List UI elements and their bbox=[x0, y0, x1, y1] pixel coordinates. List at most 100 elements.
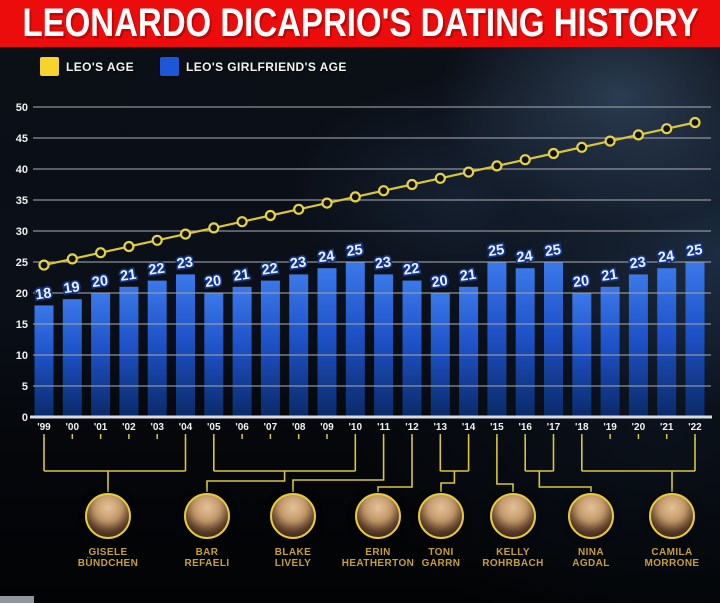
bracket-toni bbox=[439, 438, 470, 492]
leo-age-point bbox=[632, 129, 645, 141]
leo-age-point bbox=[463, 166, 475, 178]
year-label: '21 bbox=[660, 422, 674, 433]
bar-value-label: 23 bbox=[629, 254, 647, 272]
bar-value-label: 25 bbox=[544, 242, 562, 260]
legend-item-leo-age: LEO'S AGE bbox=[40, 57, 134, 76]
leo-age-point bbox=[66, 253, 78, 265]
leo-age-points bbox=[38, 116, 701, 271]
y-axis-tick-label: 25 bbox=[16, 257, 28, 269]
leo-age-point bbox=[519, 154, 531, 166]
bar-value-label: 22 bbox=[148, 261, 166, 279]
leo-age-point bbox=[349, 191, 361, 203]
bar-value-label: 18 bbox=[34, 285, 52, 303]
year-label: '11 bbox=[377, 422, 390, 433]
bar-value-label: 25 bbox=[685, 242, 703, 260]
bar-value-label: 23 bbox=[374, 254, 392, 272]
leo-age-point bbox=[236, 216, 248, 228]
girlfriend-first-name: GISELE bbox=[88, 547, 128, 558]
year-label: '20 bbox=[632, 422, 646, 433]
bar-value-label: 21 bbox=[232, 267, 250, 285]
leo-age-point bbox=[576, 141, 588, 153]
girlfriend-first-name: KELLY bbox=[496, 547, 530, 558]
legend-label: LEO'S GIRLFRIEND'S AGE bbox=[186, 59, 347, 74]
girlfriend-age-bars bbox=[34, 262, 705, 417]
girlfriend-last-name: BÜNDCHEN bbox=[77, 558, 139, 569]
girlfriend-first-name: TONI bbox=[428, 547, 454, 558]
y-axis-tick-label: 35 bbox=[16, 195, 28, 207]
year-label: '05 bbox=[207, 422, 221, 433]
year-label: '03 bbox=[150, 422, 164, 433]
legend-item-girlfriend-age: LEO'S GIRLFRIEND'S AGE bbox=[160, 57, 347, 76]
year-label: '14 bbox=[462, 422, 476, 433]
bar-value-label: 23 bbox=[289, 254, 307, 272]
leo-age-point bbox=[491, 160, 503, 172]
bracket-erin bbox=[377, 438, 413, 492]
bar-value-label: 21 bbox=[600, 267, 618, 285]
bar-value-label: 24 bbox=[516, 248, 534, 266]
y-axis-tick-label: 20 bbox=[16, 288, 28, 300]
year-label: '04 bbox=[179, 422, 193, 433]
bar-value-labels: 18 19 20 21 22 23 20 21 22 23 24 25 23 22 20 21 25 24 25 20… bbox=[33, 240, 706, 305]
toni-garrn-photo bbox=[418, 493, 464, 539]
girlfriend-last-name: LIVELY bbox=[274, 558, 312, 569]
girlfriend-age-bar bbox=[628, 274, 648, 417]
year-label: '22 bbox=[688, 422, 702, 433]
girlfriend-name-label: KELLY ROHRBACH bbox=[458, 547, 568, 569]
girlfriend-last-name: HEATHERTON bbox=[341, 558, 415, 569]
bar-value-label: 20 bbox=[572, 273, 590, 291]
kelly-rohrbach-photo bbox=[490, 493, 536, 539]
camila-morrone-photo bbox=[649, 493, 695, 539]
girlfriend-name-label: GISELE BÜNDCHEN bbox=[53, 547, 163, 569]
girlfriend-first-name: CAMILA bbox=[651, 547, 693, 558]
year-label: '13 bbox=[434, 422, 448, 433]
gisele-bündchen-photo bbox=[85, 493, 131, 539]
girlfriend-age-bar bbox=[147, 280, 167, 417]
girlfriend-age-bar bbox=[657, 268, 677, 417]
girlfriend-last-name: AGDAL bbox=[572, 558, 610, 569]
girlfriend-last-name: REFAELI bbox=[184, 558, 230, 569]
year-label: '16 bbox=[518, 422, 532, 433]
year-label: '99 bbox=[37, 422, 51, 433]
year-label: '10 bbox=[349, 422, 363, 433]
nina-agdal-photo bbox=[568, 493, 614, 539]
leo-age-point bbox=[293, 203, 305, 215]
girlfriend-age-bar bbox=[515, 268, 535, 417]
bar-value-label: 21 bbox=[119, 267, 137, 285]
y-axis-tick-label: 30 bbox=[16, 226, 28, 238]
leo-age-line bbox=[43, 121, 696, 267]
bar-value-label: 22 bbox=[261, 261, 279, 279]
leo-age-point bbox=[434, 172, 446, 184]
year-label: '15 bbox=[490, 422, 504, 433]
girlfriend-name-label: ERIN HEATHERTON bbox=[323, 547, 433, 569]
year-label: '19 bbox=[603, 422, 617, 433]
year-label: '12 bbox=[405, 422, 419, 433]
relationship-brackets bbox=[43, 438, 696, 492]
girlfriend-last-name: ROHRBACH bbox=[482, 558, 544, 569]
year-label: '06 bbox=[235, 422, 249, 433]
girlfriend-age-bar bbox=[119, 286, 139, 417]
leo-age-point bbox=[321, 197, 333, 209]
girlfriend-first-name: ERIN bbox=[365, 547, 391, 558]
leo-age-point bbox=[547, 147, 560, 160]
leo-age-point bbox=[378, 185, 390, 197]
girlfriend-first-name: BAR bbox=[195, 547, 219, 558]
bar-value-label: 25 bbox=[346, 242, 364, 260]
girlfriend-age-bar bbox=[487, 262, 507, 417]
bracket-nina bbox=[524, 438, 592, 492]
legend-label: LEO'S AGE bbox=[66, 59, 135, 74]
leo-age-point bbox=[94, 247, 107, 259]
bracket-camila bbox=[581, 438, 696, 492]
blake-lively-photo bbox=[270, 493, 316, 539]
leo-age-point bbox=[689, 116, 701, 129]
girlfriend-age-bar bbox=[260, 280, 280, 417]
girlfriend-first-name: NINA bbox=[577, 547, 605, 558]
bar-refaeli-photo bbox=[184, 493, 230, 539]
year-label: '09 bbox=[320, 422, 334, 433]
leo-age-point bbox=[123, 240, 135, 253]
bar-value-label: 19 bbox=[63, 279, 81, 297]
girlfriend-age-bar bbox=[544, 262, 563, 417]
bar-value-label: 20 bbox=[204, 273, 222, 291]
year-label: '08 bbox=[292, 422, 306, 433]
